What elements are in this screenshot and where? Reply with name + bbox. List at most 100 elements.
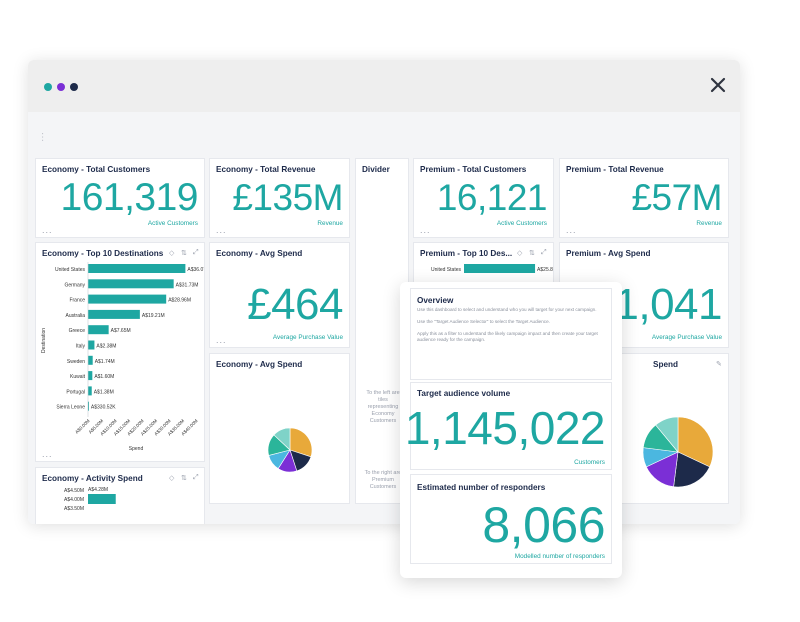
purple-dot [57, 83, 65, 91]
kpi-value: 161,319 [60, 176, 199, 219]
kpi-caption: Revenue [317, 220, 343, 227]
data-label: A$1.74M [95, 359, 115, 365]
premium-spend-pie-chart [642, 416, 714, 488]
y-tick-label: A$4.00M [64, 497, 84, 503]
dashboard-canvas: ··· Economy - Total Customers 161,319 Ac… [28, 112, 740, 524]
estimated-responders-card[interactable]: Estimated number of responders 8,066 Mod… [410, 474, 612, 564]
dashboard-window: ··· Economy - Total Customers 161,319 Ac… [28, 60, 740, 524]
category-label: Portugal [66, 389, 85, 395]
economy-avg-spend-card[interactable]: Economy - Avg Spend £464 Average Purchas… [209, 242, 350, 348]
filter-icon[interactable]: ◇ [169, 475, 175, 482]
card-title: Premium - Total Revenue [566, 165, 664, 174]
bar [88, 401, 89, 411]
bar [88, 494, 116, 504]
card-menu-icon[interactable]: ... [566, 225, 577, 235]
divider-text-line: tiles [378, 397, 388, 403]
window-titlebar [28, 60, 740, 112]
sort-icon[interactable]: ⇅ [529, 250, 535, 257]
overview-line: Use the "Target Audience Selector" to se… [417, 319, 550, 324]
expand-icon[interactable]: ⤢ [541, 249, 547, 256]
more-options-icon[interactable]: ··· [37, 132, 48, 142]
economy-spend-pie-chart [267, 427, 313, 473]
bar [88, 294, 167, 304]
economy-total-customers-card[interactable]: Economy - Total Customers 161,319 Active… [35, 158, 205, 238]
card-title: Premium - Total Customers [420, 165, 527, 174]
card-title: Divider [362, 165, 390, 174]
settings-icon[interactable]: ✎ [716, 361, 722, 368]
card-title: Spend [653, 360, 679, 369]
divider-text-left: To the left are tiles representing Economy C… [358, 390, 408, 425]
sort-icon[interactable]: ⇅ [181, 475, 187, 482]
kpi-value: 1,145,022 [404, 402, 606, 454]
data-label: A$4.28M [88, 487, 108, 493]
economy-avg-spend-pie-card[interactable]: Economy - Avg Spend [209, 353, 350, 504]
pie-slice [655, 416, 679, 453]
category-label: Italy [76, 344, 86, 350]
card-title: Premium - Avg Spend [566, 249, 651, 258]
card-menu-icon[interactable]: ... [420, 225, 431, 235]
category-label: Australia [66, 313, 86, 319]
premium-total-revenue-card[interactable]: Premium - Total Revenue £57M Revenue ... [559, 158, 729, 238]
category-label: Sierra Leone [56, 405, 85, 411]
data-label: A$7.65M [111, 328, 131, 334]
economy-top-destinations-card[interactable]: Economy - Top 10 Destinations ◇ ⇅ ⤢ Unit… [35, 242, 205, 462]
expand-icon[interactable]: ⤢ [193, 249, 199, 256]
target-audience-volume-card[interactable]: Target audience volume 1,145,022 Custome… [405, 382, 612, 470]
kpi-value: 8,066 [482, 497, 605, 553]
divider-text-line: Customers [369, 484, 397, 490]
overview-line: Use this dashboard to select and underst… [417, 307, 597, 312]
data-label: A$36.07 [187, 267, 204, 273]
card-title: Economy - Total Customers [42, 165, 151, 174]
expand-icon[interactable]: ⤢ [193, 474, 199, 481]
y-axis-label: Destination [41, 328, 47, 353]
category-label: France [69, 298, 85, 304]
card-title: Economy - Top 10 Destinations [42, 249, 164, 258]
pie-slice [273, 427, 291, 451]
bar [88, 355, 93, 365]
economy-total-revenue-card[interactable]: Economy - Total Revenue £135M Revenue ..… [209, 158, 350, 238]
kpi-value: £135M [232, 177, 343, 218]
close-icon[interactable] [706, 73, 730, 97]
premium-destinations-bar-chart: United States A$25.84 [431, 264, 553, 273]
category-label: Kuwait [70, 374, 86, 380]
kpi-caption: Revenue [696, 220, 722, 227]
card-menu-icon[interactable]: ... [42, 225, 53, 235]
bar [88, 371, 93, 381]
kpi-value: 1,041 [614, 280, 722, 329]
divider-text-line: representing [367, 404, 399, 410]
destinations-bar-chart: United States A$36.07 Germany A$31.73M Franc… [41, 262, 204, 452]
data-label: A$25.84 [537, 267, 553, 273]
economy-activity-spend-card[interactable]: Economy - Activity Spend ◇ ⇅ ⤢ A$4.50M A$… [35, 467, 205, 524]
y-tick-label: A$4.50M [64, 488, 84, 494]
y-tick-label: A$3.50M [64, 506, 84, 512]
sort-icon[interactable]: ⇅ [181, 250, 187, 257]
divider-text-right: To the right are Premium Customers [358, 470, 408, 491]
data-label: A$31.73M [176, 282, 199, 288]
filter-icon[interactable]: ◇ [517, 250, 523, 257]
card-title: Target audience volume [417, 389, 511, 398]
filter-icon[interactable]: ◇ [169, 250, 175, 257]
premium-total-customers-card[interactable]: Premium - Total Customers 16,121 Active … [413, 158, 554, 238]
bar [88, 386, 92, 396]
kpi-caption: Average Purchase Value [272, 334, 343, 341]
card-title: Economy - Activity Spend [42, 474, 143, 483]
teal-dot [44, 83, 52, 91]
card-menu-icon[interactable]: ... [42, 449, 53, 459]
category-label: United States [55, 267, 86, 273]
card-menu-icon[interactable]: ... [216, 225, 227, 235]
card-menu-icon[interactable]: ... [216, 335, 227, 345]
category-label: Germany [64, 282, 85, 288]
bar [88, 264, 186, 273]
card-title: Economy - Avg Spend [216, 360, 303, 369]
overview-title: Overview [417, 296, 454, 305]
data-label: A$1.60M [94, 374, 114, 380]
navy-dot [70, 83, 78, 91]
card-title: Premium - Top 10 Des... [420, 249, 513, 258]
kpi-caption: Average Purchase Value [651, 334, 722, 341]
data-label: A$330.52K [91, 405, 116, 411]
category-label: Greece [69, 328, 86, 334]
divider-text-line: Customers [369, 418, 397, 424]
data-label: A$2.38M [96, 344, 116, 350]
bar [88, 309, 140, 319]
pie-slice [289, 427, 313, 458]
